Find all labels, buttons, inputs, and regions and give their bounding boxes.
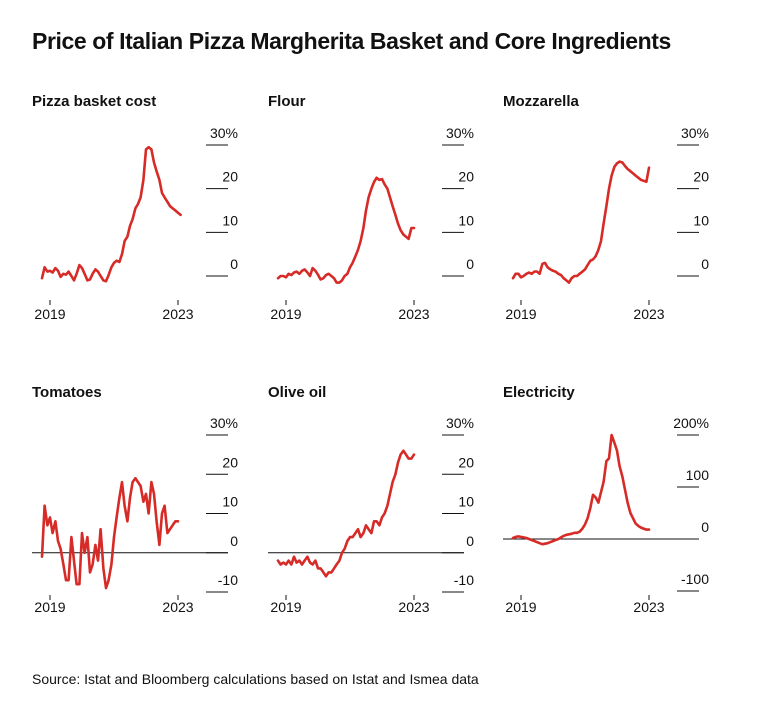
flour-x-tick-label: 2023 xyxy=(398,306,429,322)
pizza-basket-cost-y-tick-label: 10 xyxy=(222,212,238,228)
panel-tomatoes: Tomatoes -10 0 10 20 30% 2019 2023 xyxy=(32,384,238,615)
mozzarella-y-tick-label: 10 xyxy=(693,212,709,228)
flour-series-line xyxy=(276,176,416,284)
tomatoes-y-tick-label: 30% xyxy=(210,415,238,431)
olive-oil-series-line xyxy=(276,449,416,578)
flour-x-tick-label: 2019 xyxy=(270,306,301,322)
mozzarella-series-line xyxy=(511,160,651,284)
olive-oil-y-tick-label: 20 xyxy=(458,454,474,470)
pizza-basket-cost-series-line xyxy=(40,145,182,283)
electricity-y-tick-label: 100 xyxy=(686,467,710,483)
panel-pizza-basket-cost: Pizza basket cost 0 10 20 30% 2019 2023 xyxy=(32,93,238,322)
chart-title: Price of Italian Pizza Margherita Basket… xyxy=(32,28,671,54)
olive-oil-x-tick-label: 2023 xyxy=(398,599,429,615)
flour-y-tick-label: 0 xyxy=(466,256,474,272)
pizza-basket-cost-y-tick-label: 30% xyxy=(210,125,238,141)
source-note: Source: Istat and Bloomberg calculations… xyxy=(32,671,479,687)
flour-y-tick-label: 30% xyxy=(446,125,474,141)
olive-oil-y-tick-label: 10 xyxy=(458,494,474,510)
electricity-y-tick-label: -100 xyxy=(681,571,709,587)
olive-oil-y-tick-label: -10 xyxy=(454,572,474,588)
tomatoes-y-tick-label: -10 xyxy=(218,572,238,588)
panel-mozzarella: Mozzarella 0 10 20 30% 2019 2023 xyxy=(503,93,709,322)
pizza-basket-cost-x-tick-label: 2019 xyxy=(34,306,65,322)
olive-oil-x-tick-label: 2019 xyxy=(270,599,301,615)
tomatoes-y-tick-label: 0 xyxy=(230,533,238,549)
panel-olive-oil: Olive oil -10 0 10 20 30% 2019 2023 xyxy=(268,384,474,615)
olive-oil-y-tick-label: 0 xyxy=(466,533,474,549)
electricity-x-tick-label: 2019 xyxy=(505,599,536,615)
flour-y-tick-label: 20 xyxy=(458,169,474,185)
mozzarella-y-tick-label: 20 xyxy=(693,169,709,185)
pizza-basket-cost-x-tick-label: 2023 xyxy=(162,306,193,322)
electricity-y-tick-label: 200% xyxy=(673,415,709,431)
panel-electricity: Electricity -100 0 100 200% 2019 2023 xyxy=(503,384,709,615)
pizza-basket-cost-y-tick-label: 0 xyxy=(230,256,238,272)
pizza-basket-cost-y-tick-label: 20 xyxy=(222,169,238,185)
electricity-y-tick-label: 0 xyxy=(701,519,709,535)
tomatoes-title: Tomatoes xyxy=(32,384,102,401)
olive-oil-title: Olive oil xyxy=(268,384,326,401)
electricity-title: Electricity xyxy=(503,384,575,401)
olive-oil-y-tick-label: 30% xyxy=(446,415,474,431)
tomatoes-x-tick-label: 2023 xyxy=(162,599,193,615)
pizza-basket-cost-title: Pizza basket cost xyxy=(32,93,156,110)
flour-y-tick-label: 10 xyxy=(458,212,474,228)
mozzarella-title: Mozzarella xyxy=(503,93,580,110)
tomatoes-x-tick-label: 2019 xyxy=(34,599,65,615)
tomatoes-series-line xyxy=(40,476,180,590)
electricity-series-line xyxy=(511,433,651,546)
mozzarella-y-tick-label: 0 xyxy=(701,256,709,272)
electricity-x-tick-label: 2023 xyxy=(633,599,664,615)
mozzarella-y-tick-label: 30% xyxy=(681,125,709,141)
mozzarella-x-tick-label: 2019 xyxy=(505,306,536,322)
mozzarella-x-tick-label: 2023 xyxy=(633,306,664,322)
panel-flour: Flour 0 10 20 30% 2019 2023 xyxy=(268,93,474,322)
tomatoes-y-tick-label: 10 xyxy=(222,494,238,510)
flour-title: Flour xyxy=(268,93,306,110)
tomatoes-y-tick-label: 20 xyxy=(222,454,238,470)
